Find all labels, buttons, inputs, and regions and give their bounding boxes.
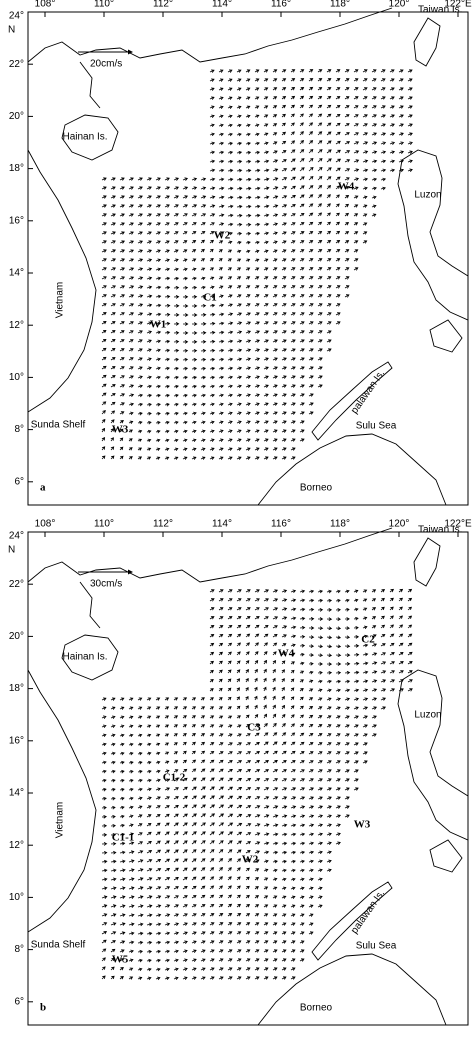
place-label: Luzon — [414, 710, 441, 721]
lon-tick-label: 112° — [153, 0, 173, 10]
eddy-label: W2 — [214, 230, 231, 242]
eddy-label: C1-1 — [112, 832, 135, 844]
lat-tick-label: 16° — [9, 215, 24, 226]
lat-tick-label: 22° — [9, 59, 24, 70]
lat-tick-label: 10° — [9, 892, 24, 903]
lat-tick-label: 8° — [14, 424, 24, 435]
lat-tick-label: 18° — [9, 683, 24, 694]
lon-tick-label: 108° — [35, 0, 56, 10]
lon-tick-label: 110° — [94, 519, 114, 530]
scale-label: 20cm/s — [90, 59, 122, 70]
map-frame — [27, 531, 469, 1026]
place-label: Hainan Is. — [62, 652, 107, 663]
panel-label: b — [40, 1002, 46, 1014]
eddy-label: W4 — [278, 648, 295, 660]
place-label: Taiwan Is. — [418, 5, 462, 16]
place-label: Borneo — [300, 1003, 333, 1014]
lat-tick-label: 12° — [9, 840, 24, 851]
eddy-label: W2 — [242, 854, 259, 866]
eddy-label: C1 — [203, 292, 216, 304]
lat-tick-label: 20° — [9, 111, 24, 122]
lon-tick-label: 116° — [271, 519, 291, 530]
lat-tick-label: 14° — [9, 788, 24, 799]
panel-label: a — [40, 482, 46, 494]
lat-tick-label: 16° — [9, 735, 24, 746]
place-label: Sunda Shelf — [31, 420, 86, 431]
place-label: Sunda Shelf — [31, 940, 86, 951]
lon-tick-label: 112° — [153, 519, 173, 530]
place-label: Borneo — [300, 483, 333, 494]
lon-tick-label: 118° — [330, 0, 350, 10]
lon-tick-label: 120° — [389, 0, 410, 10]
lon-tick-label: 114° — [212, 519, 232, 530]
lat-tick-label: 24° — [9, 11, 24, 22]
place-label: Hainan Is. — [62, 132, 107, 143]
scale-label: 30cm/s — [90, 579, 122, 590]
current-vectors — [101, 69, 413, 460]
lat-tick-label: 6° — [14, 476, 24, 487]
eddy-label: C1-2 — [163, 772, 186, 784]
place-label: Luzon — [414, 190, 441, 201]
lat-tick-label: 22° — [9, 579, 24, 590]
eddy-label: W5 — [112, 954, 129, 966]
lon-tick-label: 108° — [35, 519, 56, 530]
map-panel: 108° 110° 112° 114° 116° 118° 120° 122°E 24° 22° 2… — [8, 0, 472, 506]
lat-tick-label: 6° — [14, 996, 24, 1007]
place-label: Vietnam — [55, 282, 66, 319]
lat-tick-label: 20° — [9, 631, 24, 642]
vector-field — [101, 69, 413, 460]
eddy-label: C3 — [247, 722, 261, 734]
lat-tick-label: 24° — [9, 531, 24, 542]
place-label: Sulu Sea — [356, 421, 397, 432]
place-label: Taiwan Is. — [418, 525, 462, 536]
eddy-label: W1 — [150, 319, 167, 331]
map-panel: 108° 110° 112° 114° 116° 118° 120° 122°E 24° 22° 2… — [8, 519, 472, 1026]
lon-tick-label: 110° — [94, 0, 114, 10]
lat-tick-label: 18° — [9, 163, 24, 174]
map-frame — [27, 11, 469, 506]
lon-tick-label: 120° — [389, 519, 410, 530]
place-label: Vietnam — [55, 802, 66, 839]
eddy-label: W3 — [354, 819, 371, 831]
lat-tick-label: 14° — [9, 268, 24, 279]
place-label: Sulu Sea — [356, 941, 397, 952]
lat-axis-label: N — [8, 25, 15, 36]
coastline — [27, 7, 469, 506]
current-vectors — [101, 588, 413, 981]
lat-tick-label: 8° — [14, 944, 24, 955]
vector-field — [101, 588, 413, 981]
lon-tick-label: 118° — [330, 519, 350, 530]
lon-tick-label: 122°E — [444, 519, 472, 530]
eddy-label: C2 — [361, 634, 375, 646]
lon-tick-label: 114° — [212, 0, 232, 10]
eddy-label: W3 — [112, 424, 129, 436]
eddy-label: W4 — [338, 181, 355, 193]
lat-tick-label: 12° — [9, 320, 24, 331]
lat-axis-label: N — [8, 545, 15, 556]
lon-tick-label: 116° — [271, 0, 291, 10]
lon-tick-label: 122°E — [444, 0, 472, 10]
lat-tick-label: 10° — [9, 372, 24, 383]
